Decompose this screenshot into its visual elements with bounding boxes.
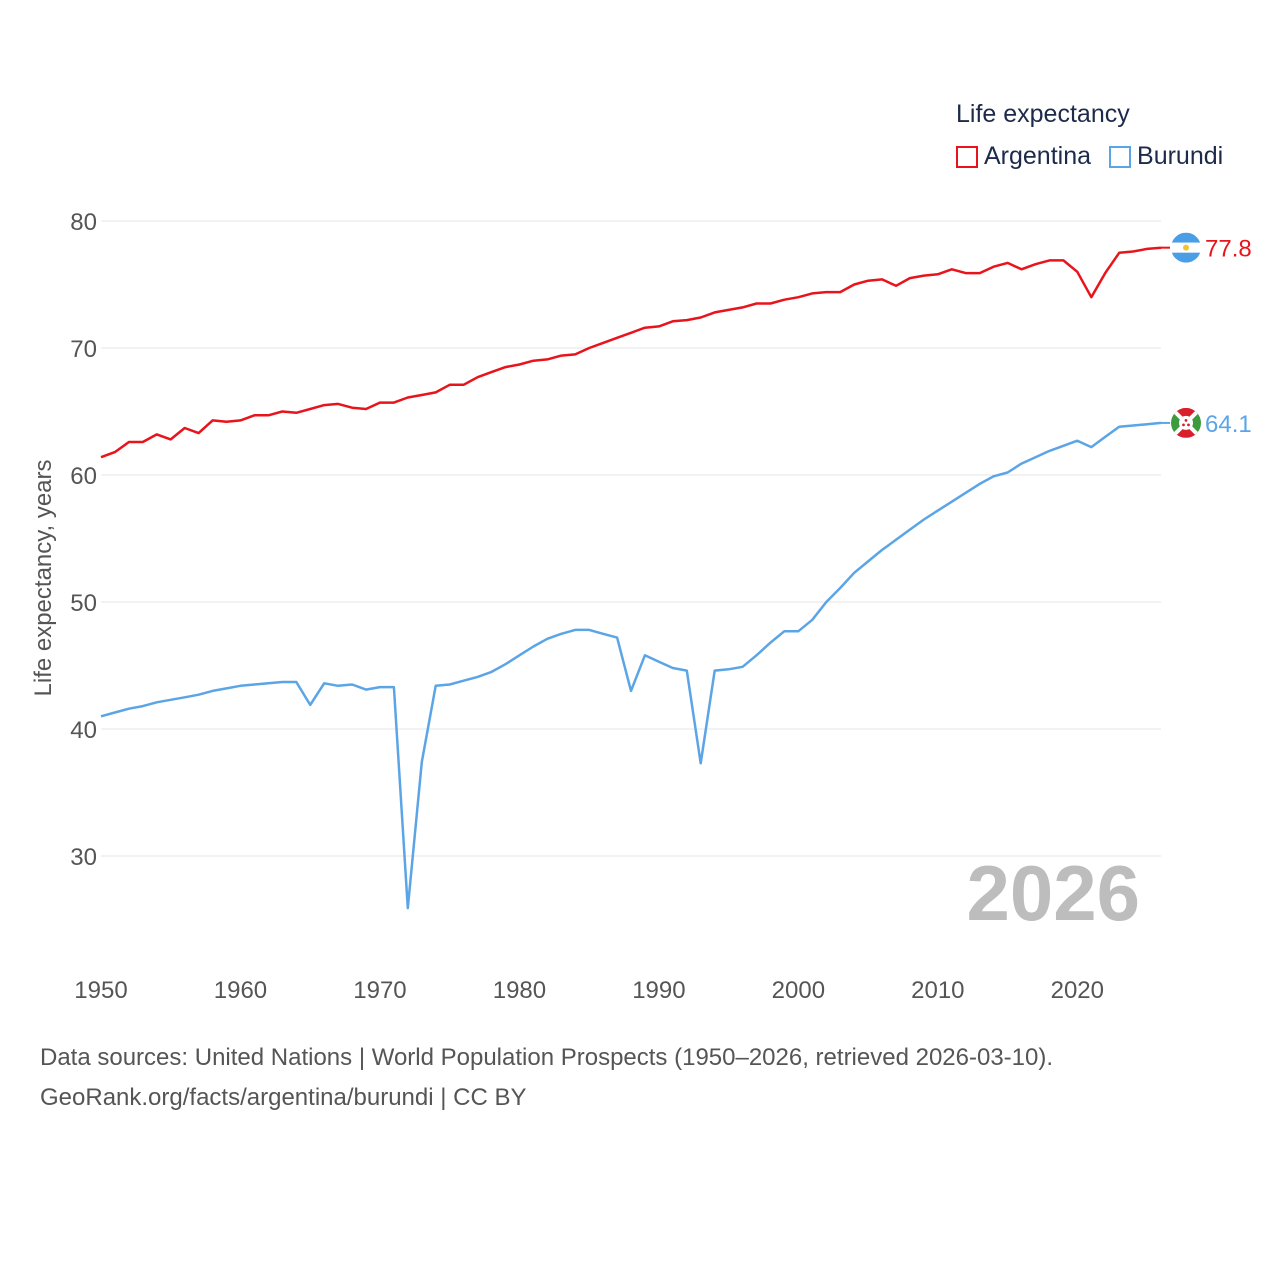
x-tick-1950: 1950 <box>74 977 127 1004</box>
legend-item-burundi[interactable]: Burundi <box>1109 142 1223 171</box>
x-tick-1990: 1990 <box>632 977 685 1004</box>
series-line-burundi <box>100 421 1162 910</box>
x-tick-1960: 1960 <box>214 977 267 1004</box>
legend: Argentina Burundi <box>956 142 1241 171</box>
legend-label-burundi: Burundi <box>1137 142 1224 170</box>
argentina-swatch <box>956 145 978 168</box>
year-watermark: 2026 <box>966 849 1140 937</box>
y-axis-label: Life expectancy, years <box>30 459 57 696</box>
x-tick-2010: 2010 <box>911 977 964 1004</box>
end-label-burundi: 64.1 <box>1205 411 1252 438</box>
x-tick-2000: 2000 <box>772 977 825 1004</box>
end-label-argentina: 77.8 <box>1205 236 1252 263</box>
x-axis-ticks: 1950 1960 1970 1980 1990 2000 2010 2020 <box>74 977 1104 1004</box>
y-tick-70: 70 <box>70 336 97 363</box>
y-tick-50: 50 <box>70 590 97 617</box>
footer-sources: Data sources: United Nations | World Pop… <box>40 1044 1054 1071</box>
legend-item-argentina[interactable]: Argentina <box>956 142 1091 171</box>
burundi-swatch <box>1109 145 1132 168</box>
footer-attribution: GeoRank.org/facts/argentina/burundi | CC… <box>40 1084 527 1111</box>
series-group <box>100 246 1162 910</box>
y-tick-40: 40 <box>70 717 97 744</box>
y-axis-ticks: 30 40 50 60 70 80 <box>70 209 97 871</box>
legend-title: Life expectancy <box>956 100 1130 128</box>
y-tick-30: 30 <box>70 844 97 871</box>
y-tick-80: 80 <box>70 209 97 236</box>
y-tick-60: 60 <box>70 463 97 490</box>
grid-lines <box>101 220 1161 857</box>
legend-label-argentina: Argentina <box>984 142 1092 170</box>
series-line-argentina <box>100 246 1162 459</box>
end-labels: 77.8 64.1 <box>1161 232 1252 438</box>
x-tick-1980: 1980 <box>493 977 546 1004</box>
argentina-flag-icon <box>1171 232 1201 263</box>
x-tick-1970: 1970 <box>353 977 406 1004</box>
x-tick-2020: 2020 <box>1051 977 1104 1004</box>
burundi-flag-icon <box>1171 407 1201 438</box>
